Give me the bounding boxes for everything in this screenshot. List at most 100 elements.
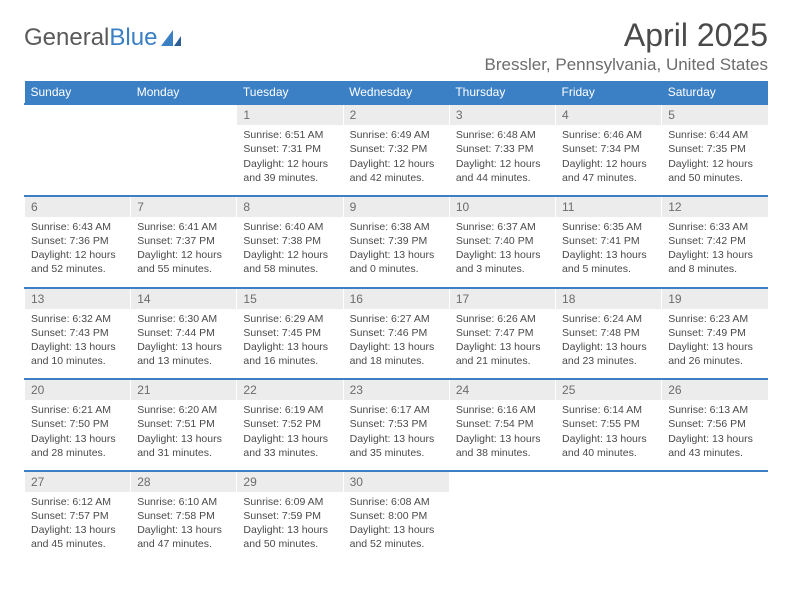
sunset-line: Sunset: 7:32 PM	[350, 142, 443, 156]
day-number-cell: 12	[662, 196, 768, 217]
daylight-line: Daylight: 12 hours and 47 minutes.	[562, 157, 655, 185]
sunset-line: Sunset: 7:56 PM	[668, 417, 762, 431]
sunset-line: Sunset: 7:49 PM	[668, 326, 762, 340]
daylight-line: Daylight: 13 hours and 16 minutes.	[243, 340, 336, 368]
daylight-line: Daylight: 13 hours and 23 minutes.	[562, 340, 655, 368]
day-number-cell: 19	[662, 288, 768, 309]
day-detail-cell: Sunrise: 6:24 AMSunset: 7:48 PMDaylight:…	[556, 309, 662, 380]
day-detail-cell: Sunrise: 6:27 AMSunset: 7:46 PMDaylight:…	[343, 309, 449, 380]
sunset-line: Sunset: 7:53 PM	[350, 417, 443, 431]
header: GeneralBlue April 2025 Bressler, Pennsyl…	[24, 18, 768, 75]
day-number-cell: 17	[449, 288, 555, 309]
sunrise-line: Sunrise: 6:32 AM	[31, 312, 124, 326]
sunset-line: Sunset: 7:58 PM	[137, 509, 230, 523]
sunset-line: Sunset: 7:51 PM	[137, 417, 230, 431]
daylight-line: Daylight: 13 hours and 26 minutes.	[668, 340, 762, 368]
day-detail-cell: Sunrise: 6:17 AMSunset: 7:53 PMDaylight:…	[343, 400, 449, 471]
day-detail-cell: Sunrise: 6:33 AMSunset: 7:42 PMDaylight:…	[662, 217, 768, 288]
daylight-line: Daylight: 13 hours and 0 minutes.	[350, 248, 443, 276]
sunrise-line: Sunrise: 6:09 AM	[243, 495, 336, 509]
weekday-header: Tuesday	[237, 81, 343, 104]
sunrise-line: Sunrise: 6:43 AM	[31, 220, 124, 234]
day-number-cell: 7	[131, 196, 237, 217]
day-detail-cell: Sunrise: 6:20 AMSunset: 7:51 PMDaylight:…	[131, 400, 237, 471]
sunrise-line: Sunrise: 6:30 AM	[137, 312, 230, 326]
sunrise-line: Sunrise: 6:26 AM	[456, 312, 549, 326]
day-detail-cell	[25, 125, 131, 196]
weekday-header: Wednesday	[343, 81, 449, 104]
day-detail-cell: Sunrise: 6:30 AMSunset: 7:44 PMDaylight:…	[131, 309, 237, 380]
calendar-table: SundayMondayTuesdayWednesdayThursdayFrid…	[24, 81, 768, 562]
sunrise-line: Sunrise: 6:23 AM	[668, 312, 762, 326]
day-number-cell: 11	[556, 196, 662, 217]
day-detail-cell: Sunrise: 6:23 AMSunset: 7:49 PMDaylight:…	[662, 309, 768, 380]
sunset-line: Sunset: 7:40 PM	[456, 234, 549, 248]
month-title: April 2025	[485, 18, 768, 53]
daylight-line: Daylight: 13 hours and 3 minutes.	[456, 248, 549, 276]
day-detail-cell: Sunrise: 6:35 AMSunset: 7:41 PMDaylight:…	[556, 217, 662, 288]
sunrise-line: Sunrise: 6:49 AM	[350, 128, 443, 142]
daylight-line: Daylight: 13 hours and 52 minutes.	[350, 523, 443, 551]
day-detail-cell: Sunrise: 6:38 AMSunset: 7:39 PMDaylight:…	[343, 217, 449, 288]
daylight-line: Daylight: 13 hours and 38 minutes.	[456, 432, 549, 460]
day-number-cell: 3	[449, 104, 555, 125]
day-number-cell: 1	[237, 104, 343, 125]
sunset-line: Sunset: 7:39 PM	[350, 234, 443, 248]
calendar-body: 12345Sunrise: 6:51 AMSunset: 7:31 PMDayl…	[25, 104, 769, 562]
sunrise-line: Sunrise: 6:40 AM	[243, 220, 336, 234]
sunrise-line: Sunrise: 6:13 AM	[668, 403, 762, 417]
day-detail-row: Sunrise: 6:32 AMSunset: 7:43 PMDaylight:…	[25, 309, 769, 380]
day-detail-cell: Sunrise: 6:21 AMSunset: 7:50 PMDaylight:…	[25, 400, 131, 471]
sunrise-line: Sunrise: 6:35 AM	[562, 220, 655, 234]
day-number-row: 6789101112	[25, 196, 769, 217]
sunrise-line: Sunrise: 6:41 AM	[137, 220, 230, 234]
weekday-row: SundayMondayTuesdayWednesdayThursdayFrid…	[25, 81, 769, 104]
day-detail-row: Sunrise: 6:51 AMSunset: 7:31 PMDaylight:…	[25, 125, 769, 196]
day-detail-row: Sunrise: 6:12 AMSunset: 7:57 PMDaylight:…	[25, 492, 769, 562]
day-detail-row: Sunrise: 6:21 AMSunset: 7:50 PMDaylight:…	[25, 400, 769, 471]
day-number-row: 12345	[25, 104, 769, 125]
day-number-cell: 23	[343, 379, 449, 400]
day-number-cell	[556, 471, 662, 492]
sunrise-line: Sunrise: 6:12 AM	[31, 495, 124, 509]
day-number-cell: 2	[343, 104, 449, 125]
day-number-row: 20212223242526	[25, 379, 769, 400]
sunset-line: Sunset: 7:59 PM	[243, 509, 336, 523]
day-number-cell: 27	[25, 471, 131, 492]
daylight-line: Daylight: 12 hours and 58 minutes.	[243, 248, 336, 276]
weekday-header: Monday	[131, 81, 237, 104]
day-detail-cell	[449, 492, 555, 562]
daylight-line: Daylight: 12 hours and 39 minutes.	[243, 157, 336, 185]
daylight-line: Daylight: 13 hours and 8 minutes.	[668, 248, 762, 276]
day-number-cell: 26	[662, 379, 768, 400]
daylight-line: Daylight: 13 hours and 13 minutes.	[137, 340, 230, 368]
day-number-cell: 14	[131, 288, 237, 309]
sunrise-line: Sunrise: 6:20 AM	[137, 403, 230, 417]
day-number-cell: 15	[237, 288, 343, 309]
day-detail-cell: Sunrise: 6:09 AMSunset: 7:59 PMDaylight:…	[237, 492, 343, 562]
daylight-line: Daylight: 13 hours and 40 minutes.	[562, 432, 655, 460]
daylight-line: Daylight: 12 hours and 55 minutes.	[137, 248, 230, 276]
day-detail-cell	[662, 492, 768, 562]
sunrise-line: Sunrise: 6:21 AM	[31, 403, 124, 417]
day-detail-cell: Sunrise: 6:41 AMSunset: 7:37 PMDaylight:…	[131, 217, 237, 288]
day-detail-cell: Sunrise: 6:19 AMSunset: 7:52 PMDaylight:…	[237, 400, 343, 471]
sunset-line: Sunset: 7:41 PM	[562, 234, 655, 248]
day-detail-cell: Sunrise: 6:44 AMSunset: 7:35 PMDaylight:…	[662, 125, 768, 196]
logo-text-general: General	[24, 24, 109, 52]
day-number-row: 27282930	[25, 471, 769, 492]
sunset-line: Sunset: 7:42 PM	[668, 234, 762, 248]
sunset-line: Sunset: 7:37 PM	[137, 234, 230, 248]
day-detail-cell: Sunrise: 6:40 AMSunset: 7:38 PMDaylight:…	[237, 217, 343, 288]
daylight-line: Daylight: 13 hours and 47 minutes.	[137, 523, 230, 551]
daylight-line: Daylight: 13 hours and 43 minutes.	[668, 432, 762, 460]
sunset-line: Sunset: 7:31 PM	[243, 142, 336, 156]
calendar-page: GeneralBlue April 2025 Bressler, Pennsyl…	[0, 0, 792, 580]
daylight-line: Daylight: 13 hours and 50 minutes.	[243, 523, 336, 551]
sunrise-line: Sunrise: 6:27 AM	[350, 312, 443, 326]
weekday-header: Sunday	[25, 81, 131, 104]
day-number-cell: 22	[237, 379, 343, 400]
sunrise-line: Sunrise: 6:14 AM	[562, 403, 655, 417]
sunset-line: Sunset: 7:38 PM	[243, 234, 336, 248]
day-number-cell	[662, 471, 768, 492]
